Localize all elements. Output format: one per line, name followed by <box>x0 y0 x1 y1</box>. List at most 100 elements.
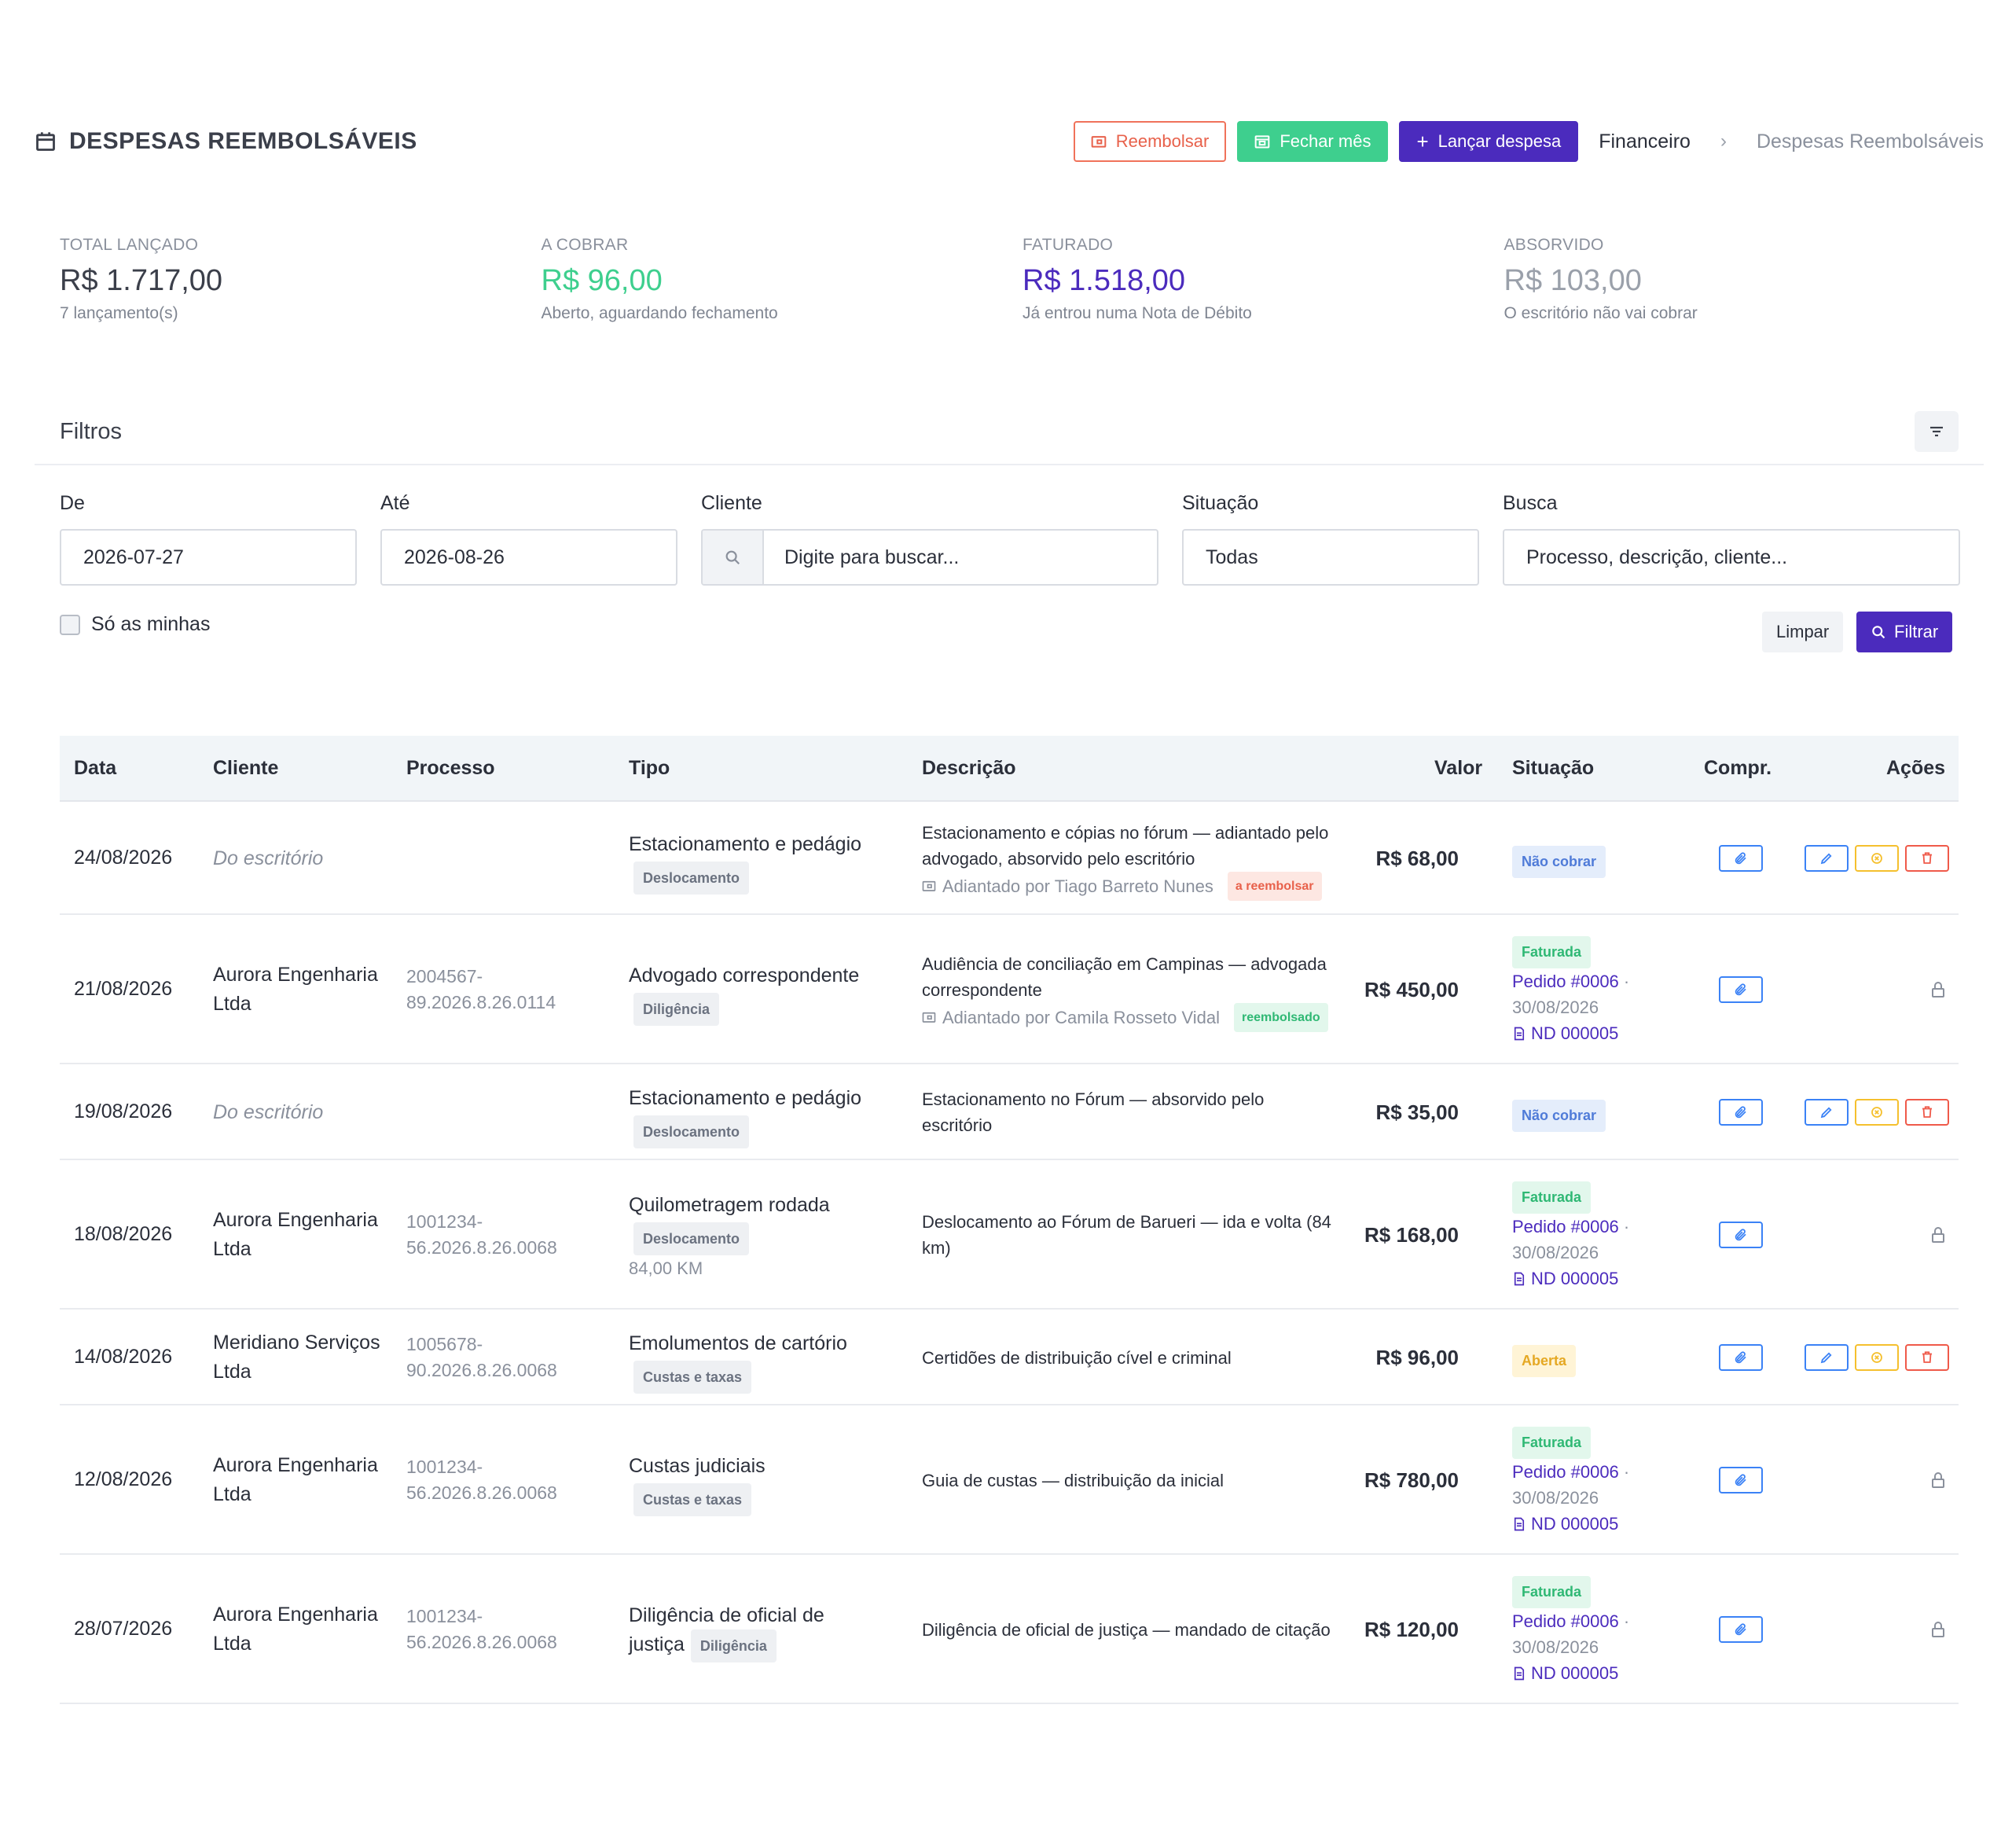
th-situacao[interactable]: Situação <box>1512 756 1595 779</box>
comprovante-button[interactable] <box>1719 976 1763 1003</box>
cancel-button[interactable] <box>1855 1344 1899 1371</box>
cell-tipo: Diligência de oficial de justiça Diligênci… <box>629 1601 896 1662</box>
calendar-check-icon <box>1254 135 1270 149</box>
cell-situacao: Não cobrar <box>1512 1100 1606 1132</box>
tipo-tag: Deslocamento <box>633 862 750 895</box>
field-ate: Até 2026-08-26 <box>380 492 677 586</box>
delete-button[interactable] <box>1905 1099 1949 1126</box>
cancel-button[interactable] <box>1855 845 1899 872</box>
th-tipo[interactable]: Tipo <box>629 756 670 779</box>
th-acoes[interactable]: Ações <box>1886 756 1946 779</box>
cell-descricao: Certidões de distribuição cível e crimin… <box>922 1345 1362 1371</box>
table-row: 24/08/2026 Do escritório Estacionamento e … <box>60 802 1959 915</box>
de-input[interactable]: 2026-07-27 <box>60 529 357 586</box>
stat-sub: Aberto, aguardando fechamento <box>541 304 778 322</box>
nd-link[interactable]: ND 000005 <box>1512 1266 1629 1291</box>
cliente-label: Cliente <box>701 492 762 514</box>
th-comprovante[interactable]: Compr. <box>1704 756 1772 779</box>
table-header: Data Cliente Processo Tipo Descrição Val… <box>60 736 1959 802</box>
th-processo[interactable]: Processo <box>406 756 495 779</box>
pedido-sep: · <box>1618 1217 1630 1236</box>
stat-value: R$ 96,00 <box>541 264 663 297</box>
adiantado-line: Adiantado por Camila Rosseto Vidal reembo… <box>922 1002 1362 1032</box>
situacao-badge: Aberta <box>1512 1345 1577 1377</box>
cell-cliente: Do escritório <box>213 1101 324 1123</box>
cell-valor: R$ 120,00 <box>1364 1618 1459 1641</box>
nd-label: ND 000005 <box>1531 1269 1619 1288</box>
cell-valor: R$ 35,00 <box>1375 1100 1459 1124</box>
page-title: DESPESAS REEMBOLSÁVEIS <box>69 128 417 154</box>
pedido-link[interactable]: Pedido #0006 <box>1512 1611 1619 1631</box>
delete-button[interactable] <box>1905 1344 1949 1371</box>
so-minhas-label[interactable]: Só as minhas <box>91 613 211 635</box>
descricao-line: escritório <box>922 1115 993 1135</box>
comprovante-button[interactable] <box>1719 1616 1763 1643</box>
pedido-link[interactable]: Pedido #0006 <box>1512 1462 1619 1482</box>
cliente-input[interactable]: Digite para buscar... <box>784 546 960 568</box>
plus-icon: + <box>1416 130 1429 153</box>
summary-stats: TOTAL LANÇADO R$ 1.717,00 7 lançamento(s… <box>60 236 1985 323</box>
table-row: 19/08/2026 Do escritório Estacionamento e … <box>60 1064 1959 1160</box>
edit-button[interactable] <box>1805 1344 1849 1371</box>
field-busca: Busca Processo, descrição, cliente... <box>1503 492 1960 586</box>
limpar-button[interactable]: Limpar <box>1762 612 1844 652</box>
edit-button[interactable] <box>1805 845 1849 872</box>
cancel-button[interactable] <box>1855 1099 1899 1126</box>
tipo-extra: 84,00 KM <box>629 1258 703 1278</box>
nd-link[interactable]: ND 000005 <box>1512 1660 1629 1686</box>
tipo-label: Diligência de oficial de <box>629 1604 824 1626</box>
filtrar-button[interactable]: Filtrar <box>1856 612 1953 652</box>
th-data[interactable]: Data <box>74 756 117 779</box>
fechar-mes-button[interactable]: Fechar mês <box>1237 121 1389 162</box>
cell-situacao: Faturada Pedido #0006 · 30/08/2026 ND 00000… <box>1512 1427 1629 1537</box>
pedido-line: Pedido #0006 · <box>1512 968 1629 994</box>
pedido-link[interactable]: Pedido #0006 <box>1512 1217 1619 1236</box>
limpar-label: Limpar <box>1776 622 1830 641</box>
comprovante-button[interactable] <box>1719 1467 1763 1493</box>
breadcrumb-financeiro[interactable]: Financeiro <box>1599 130 1691 152</box>
trash-icon <box>1920 851 1934 865</box>
delete-button[interactable] <box>1905 845 1949 872</box>
th-valor[interactable]: Valor <box>1434 756 1483 779</box>
processo-line: 1001234- <box>406 1211 483 1232</box>
nd-link[interactable]: ND 000005 <box>1512 1020 1629 1046</box>
document-icon <box>1512 1666 1526 1681</box>
so-minhas-checkbox[interactable] <box>60 614 80 635</box>
processo-line: 1005678- <box>406 1334 483 1354</box>
tipo-tag: Deslocamento <box>633 1115 750 1148</box>
stat-sub: O escritório não vai cobrar <box>1503 304 1698 322</box>
expenses-table: Data Cliente Processo Tipo Descrição Val… <box>60 736 1959 1704</box>
filter-toggle-button[interactable] <box>1915 411 1959 452</box>
edit-button[interactable] <box>1805 1099 1849 1126</box>
cliente-input-group: Digite para buscar... <box>701 529 1158 586</box>
cell-descricao: Deslocamento ao Fórum de Barueri — ida e… <box>922 1209 1362 1261</box>
paperclip-icon <box>1734 1622 1748 1637</box>
th-descricao[interactable]: Descrição <box>922 756 1016 779</box>
descricao-line: Estacionamento no Fórum — absorvido pelo <box>922 1089 1265 1109</box>
cell-cliente: Meridiano Serviços Ltda <box>213 1332 380 1383</box>
cell-descricao: Estacionamento no Fórum — absorvido pelo… <box>922 1086 1362 1138</box>
nd-link[interactable]: ND 000005 <box>1512 1511 1629 1537</box>
header-actions: Reembolsar Fechar mês + Lançar despesa F… <box>1073 121 1984 162</box>
cell-cliente: Aurora Engenharia Ltda <box>213 1454 378 1505</box>
cell-cliente: Do escritório <box>213 847 324 869</box>
comprovante-button[interactable] <box>1719 1344 1763 1371</box>
comprovante-button[interactable] <box>1719 845 1763 872</box>
busca-input[interactable]: Processo, descrição, cliente... <box>1503 529 1960 586</box>
pedido-sep: · <box>1618 972 1630 991</box>
processo-line: 89.2026.8.26.0114 <box>406 992 556 1012</box>
pedido-line: Pedido #0006 · <box>1512 1608 1629 1634</box>
adiantado-line: Adiantado por Tiago Barreto Nunes a reemb… <box>922 871 1362 901</box>
lancar-despesa-button[interactable]: + Lançar despesa <box>1399 121 1579 162</box>
th-cliente[interactable]: Cliente <box>213 756 279 779</box>
descricao-line: Certidões de distribuição cível e crimin… <box>922 1347 1232 1368</box>
trash-icon <box>1920 1350 1934 1365</box>
paperclip-icon <box>1734 1105 1748 1119</box>
pedido-link[interactable]: Pedido #0006 <box>1512 972 1619 991</box>
comprovante-button[interactable] <box>1719 1099 1763 1126</box>
reembolsar-button[interactable]: Reembolsar <box>1073 121 1227 162</box>
nd-label: ND 000005 <box>1531 1514 1619 1534</box>
situacao-select[interactable]: Todas <box>1182 529 1479 586</box>
ate-input[interactable]: 2026-08-26 <box>380 529 677 586</box>
comprovante-button[interactable] <box>1719 1222 1763 1248</box>
